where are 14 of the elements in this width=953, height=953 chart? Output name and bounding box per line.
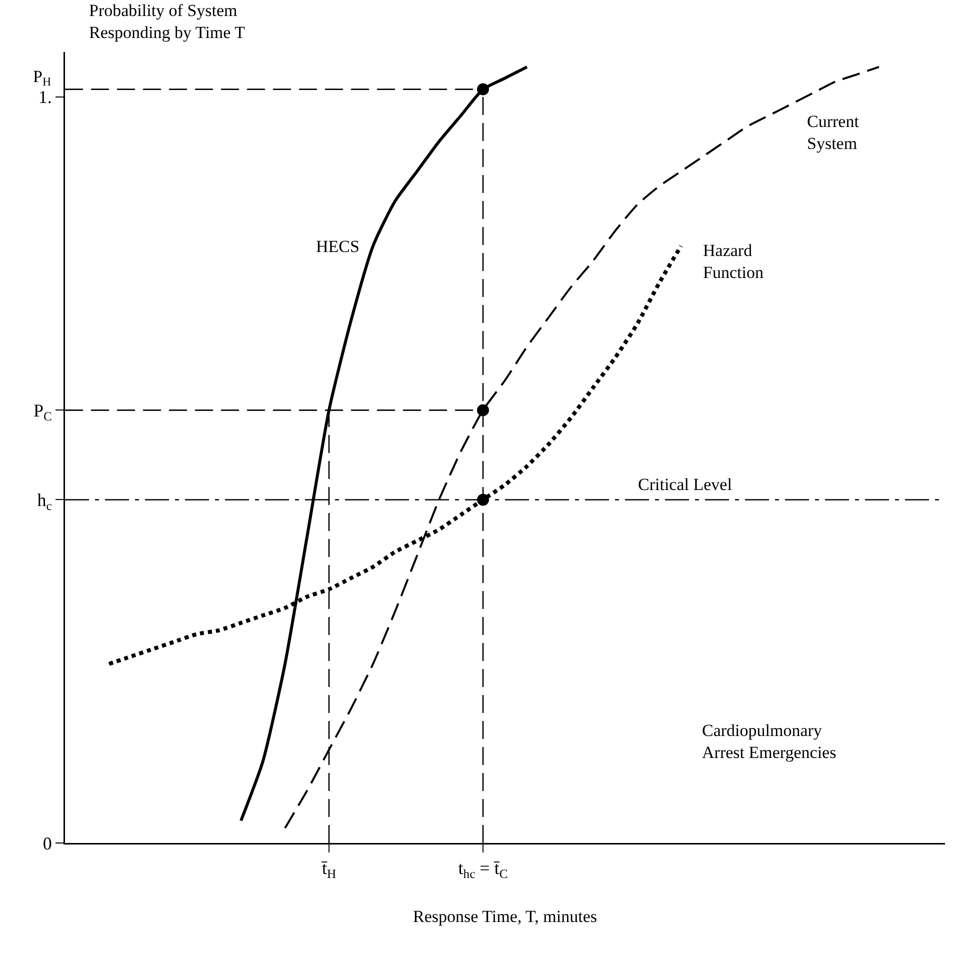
annotation: Cardiopulmonary Arrest Emergencies (702, 721, 836, 762)
y-axis-title: Probability of System Responding by Time T (89, 1, 246, 42)
series-label: Current System (807, 112, 860, 154)
y-tick-label: h$_{c}$ (37, 490, 52, 513)
text: P$_{H}$ (33, 67, 52, 89)
y-tick-label: 1. (38, 87, 52, 108)
y-tick-label: 0 (42, 833, 52, 854)
x-tick-label: t̄$_{H}$ (321, 858, 336, 881)
y-tick-label: P$_{C}$ (33, 400, 52, 424)
series-label: Hazard Function (703, 241, 764, 282)
series-label: HECS (316, 237, 360, 256)
x-axis-title: Response Time, T, minutes (412, 907, 598, 926)
x-tick-label: t$_{hc}$ = t̄$_{C}$ (458, 858, 508, 881)
ref-line-label: Critical Level (638, 475, 732, 494)
